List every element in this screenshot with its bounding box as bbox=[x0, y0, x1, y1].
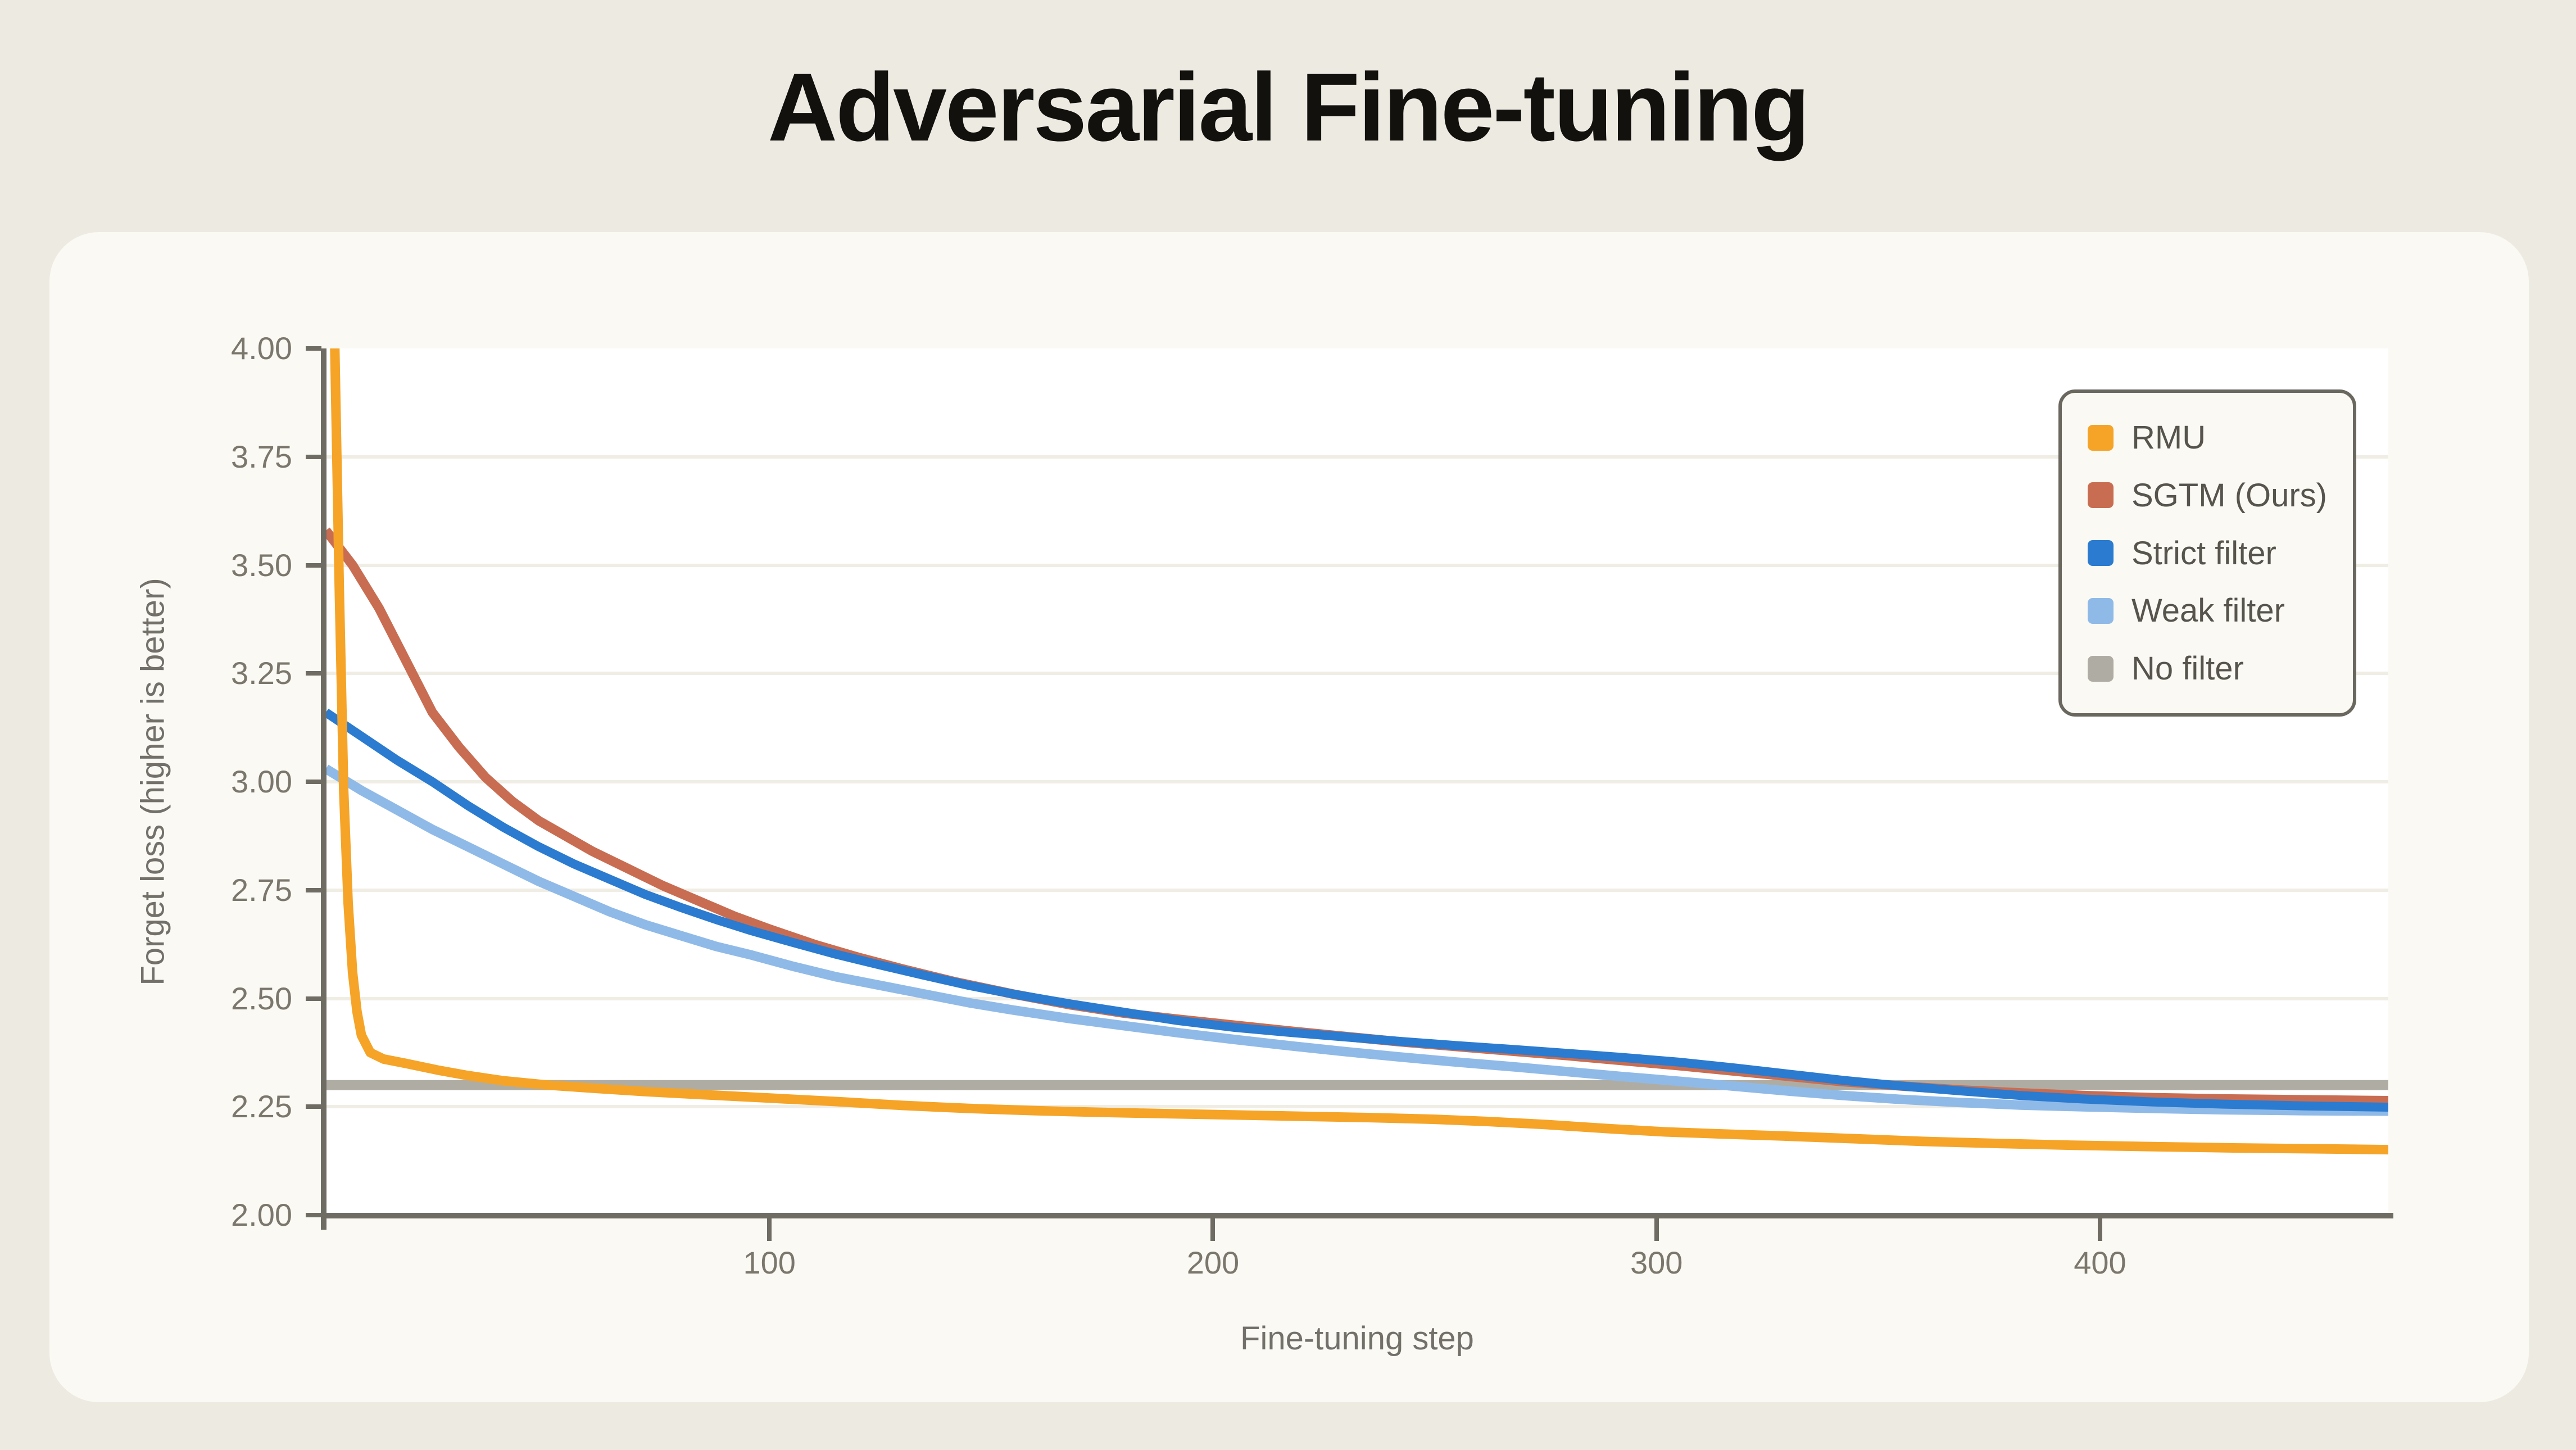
x-tick-label: 300 bbox=[1630, 1245, 1683, 1280]
y-tick-label: 2.75 bbox=[231, 872, 292, 908]
x-tick-label: 400 bbox=[2074, 1245, 2126, 1280]
plot-area bbox=[321, 348, 2393, 1230]
x-axis-line bbox=[321, 1213, 2393, 1218]
y-tick-mark bbox=[306, 563, 321, 568]
gridline bbox=[326, 455, 2388, 459]
gridline bbox=[326, 780, 2388, 783]
y-tick-mark bbox=[306, 887, 321, 892]
legend-swatch-icon bbox=[2088, 655, 2114, 682]
x-tick-mark bbox=[1654, 1218, 1659, 1241]
gridline bbox=[326, 888, 2388, 892]
gridline bbox=[326, 672, 2388, 676]
legend-row: SGTM (Ours) bbox=[2088, 477, 2342, 514]
legend-label: No filter bbox=[2131, 650, 2244, 687]
gridline bbox=[326, 996, 2388, 1000]
series-line-rmu bbox=[330, 348, 2388, 1155]
legend-row: No filter bbox=[2088, 650, 2342, 687]
y-tick-label: 4.00 bbox=[231, 330, 292, 366]
x-tick-mark bbox=[767, 1218, 772, 1241]
x-tick-label: 200 bbox=[1186, 1245, 1240, 1280]
y-tick-label: 2.50 bbox=[231, 980, 292, 1016]
legend-swatch-icon bbox=[2088, 482, 2114, 509]
legend-row: Weak filter bbox=[2088, 592, 2342, 629]
y-tick-label: 3.75 bbox=[231, 438, 292, 474]
x-tick-label: 100 bbox=[743, 1245, 796, 1280]
legend: RMU SGTM (Ours) Strict filter Weak filter No… bbox=[2058, 389, 2356, 717]
legend-row: Strict filter bbox=[2088, 534, 2342, 572]
x-axis-title: Fine-tuning step bbox=[1240, 1320, 1474, 1357]
legend-label: Strict filter bbox=[2131, 534, 2276, 572]
y-tick-mark bbox=[306, 780, 321, 784]
y-tick-label: 2.25 bbox=[231, 1089, 292, 1125]
x-tick-mark bbox=[1210, 1218, 1216, 1241]
y-tick-mark bbox=[306, 1104, 321, 1109]
y-tick-mark bbox=[306, 454, 321, 459]
y-tick-label: 3.50 bbox=[231, 547, 292, 583]
x-tick-mark bbox=[2097, 1218, 2102, 1241]
chart-title: Adversarial Fine-tuning bbox=[768, 53, 1810, 161]
legend-swatch-icon bbox=[2088, 424, 2114, 451]
y-tick-mark bbox=[306, 671, 321, 676]
gridline bbox=[326, 563, 2388, 567]
y-tick-label: 2.00 bbox=[231, 1197, 292, 1232]
y-tick-label: 3.00 bbox=[231, 764, 292, 799]
gridline bbox=[326, 1105, 2388, 1109]
y-tick-mark bbox=[306, 996, 321, 1001]
legend-label: SGTM (Ours) bbox=[2131, 477, 2327, 514]
y-tick-mark bbox=[306, 346, 321, 351]
legend-swatch-icon bbox=[2088, 540, 2114, 566]
y-tick-mark bbox=[306, 1213, 321, 1217]
series-lines bbox=[326, 348, 2388, 1155]
y-tick-label: 3.25 bbox=[231, 655, 292, 691]
legend-row: RMU bbox=[2088, 419, 2342, 456]
series-line-weak-filter bbox=[326, 764, 2388, 1116]
series-line-strict-filter bbox=[326, 708, 2388, 1112]
legend-swatch-icon bbox=[2088, 597, 2114, 624]
legend-label: RMU bbox=[2131, 419, 2206, 456]
y-axis-line bbox=[321, 348, 326, 1230]
legend-label: Weak filter bbox=[2131, 592, 2285, 629]
y-axis-title: Forget loss (higher is better) bbox=[134, 578, 171, 986]
